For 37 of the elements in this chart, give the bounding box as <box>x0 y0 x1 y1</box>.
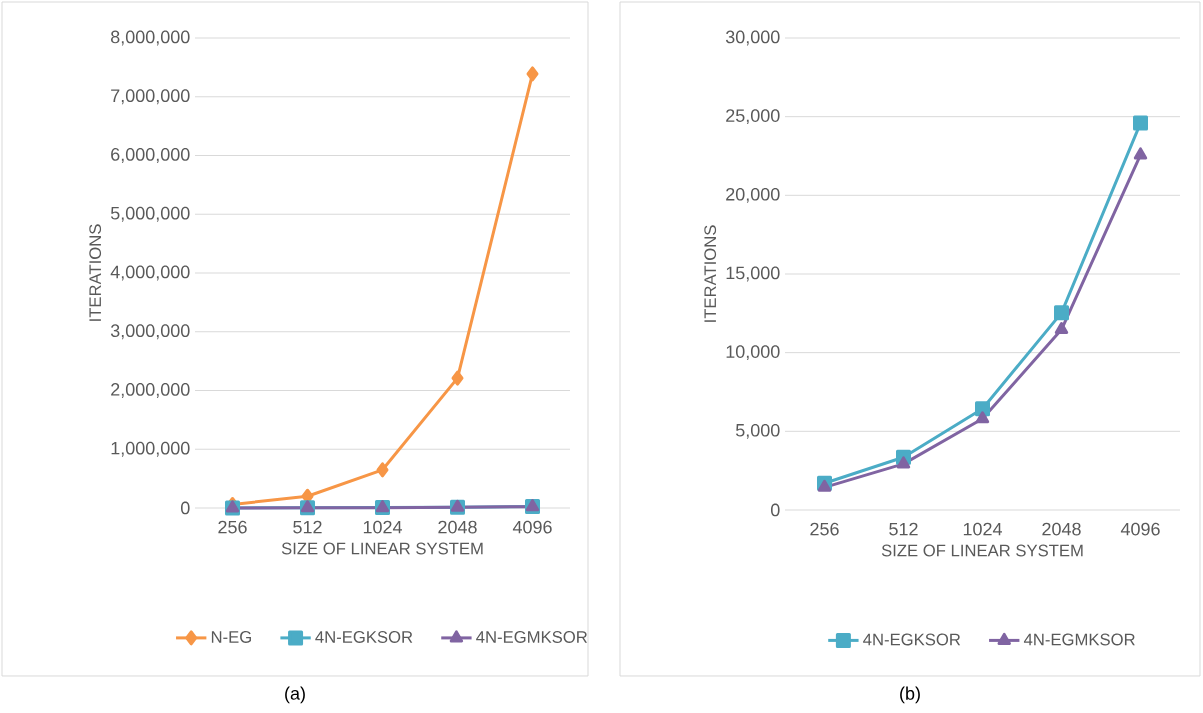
y-tick-label: 1,000,000 <box>111 441 190 457</box>
x-axis-title: SIZE OF LINEAR SYSTEM <box>281 542 483 555</box>
y-tick-label: 20,000 <box>726 187 780 203</box>
y-tick-label: 0 <box>770 503 780 517</box>
legend-label: 4N-EGMKSOR <box>1023 633 1135 646</box>
y-tick-label: 4,000,000 <box>110 265 190 281</box>
text: (a) <box>285 686 305 704</box>
y-tick-label: 2,000,000 <box>111 383 190 398</box>
y-tick-label: 7,000,000 <box>111 89 190 105</box>
y-tick-label: 0 <box>181 501 190 515</box>
x-tick-label: 2048 <box>438 520 477 534</box>
x-tick-label: 256 <box>810 522 839 536</box>
legend-label: 4N-EGKSOR <box>863 633 961 646</box>
x-tick-label: 1024 <box>363 520 402 534</box>
y-tick-label: 30,000 <box>725 30 780 46</box>
x-tick-label: 256 <box>218 520 247 534</box>
y-tick-label: 6,000,000 <box>111 148 190 163</box>
y-axis-title: ITERATIONS <box>704 225 717 322</box>
x-tick-label: 512 <box>889 522 918 536</box>
x-tick-label: 4096 <box>1120 522 1160 536</box>
y-tick-label: 25,000 <box>726 109 780 125</box>
y-tick-label: 5,000 <box>735 423 780 439</box>
x-tick-label: 512 <box>293 520 322 534</box>
y-tick-label: 5,000,000 <box>110 206 190 222</box>
y-tick-label: 15,000 <box>726 266 780 282</box>
y-tick-label: 8,000,000 <box>110 30 190 46</box>
text: (b) <box>900 686 920 704</box>
x-tick-label: 2048 <box>1042 522 1081 536</box>
x-tick-label: 1024 <box>963 522 1002 536</box>
legend-label: 4N-EGKSOR <box>315 631 413 643</box>
x-axis-title: SIZE OF LINEAR SYSTEM <box>881 544 1083 557</box>
y-tick-label: 10,000 <box>726 345 780 361</box>
legend-label: N-EG <box>211 631 251 643</box>
x-tick-label: 4096 <box>512 520 552 534</box>
legend-label: 4N-EGMKSOR <box>476 631 588 643</box>
y-tick-label: 3,000,000 <box>110 324 190 340</box>
y-axis-title: ITERATIONS <box>89 224 102 321</box>
